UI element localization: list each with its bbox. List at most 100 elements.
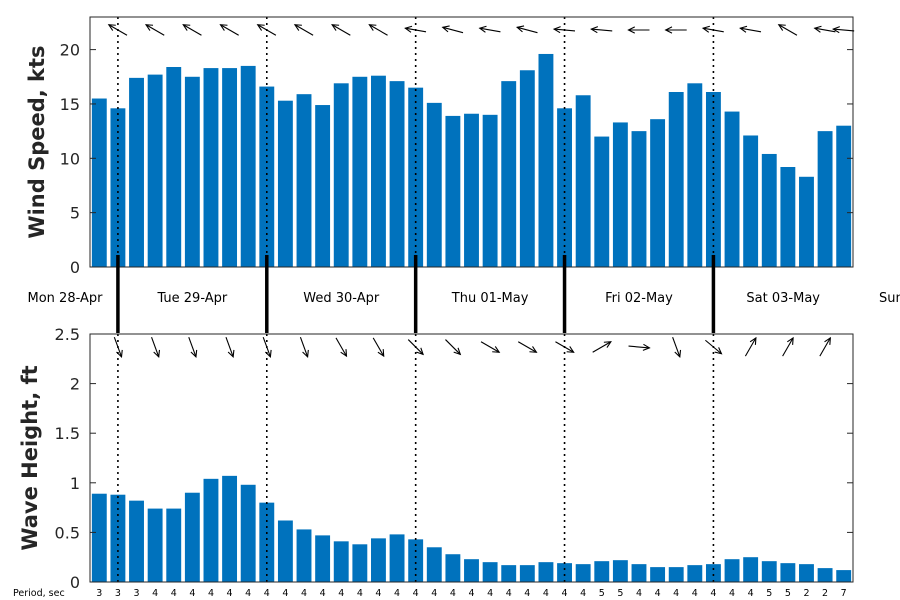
period-value: 4 — [227, 588, 233, 599]
wave-bar — [817, 568, 833, 582]
direction-arrow — [441, 25, 464, 34]
wind-bar — [594, 136, 610, 267]
y-tick-label: 2 — [70, 375, 80, 394]
period-value: 3 — [96, 588, 102, 599]
direction-arrow — [407, 339, 424, 356]
period-value: 4 — [748, 588, 754, 599]
wind-bar — [333, 83, 349, 267]
y-tick-label: 1.5 — [55, 424, 80, 443]
day-label-strip: Mon 28-Apr Tue 29-Apr Wed 30-Apr Thu 01-May… — [28, 255, 900, 333]
wave-bar — [612, 560, 628, 582]
wave-bar — [333, 541, 349, 582]
direction-arrow — [219, 24, 239, 36]
period-value: 4 — [264, 588, 270, 599]
wave-bar — [538, 562, 554, 582]
direction-arrow — [299, 336, 309, 359]
period-value: 4 — [431, 588, 437, 599]
wind-bar — [259, 86, 275, 267]
period-value: 7 — [841, 588, 847, 599]
wind-bar — [352, 76, 368, 267]
wind-bar — [296, 94, 312, 267]
wind-bar — [575, 95, 591, 268]
direction-arrow — [739, 25, 762, 33]
period-value: 4 — [673, 588, 679, 599]
wind-bar — [761, 153, 777, 267]
wave-bar — [761, 561, 777, 582]
direction-arrow — [672, 336, 682, 359]
direction-arrow — [627, 26, 650, 34]
period-value: 4 — [189, 588, 195, 599]
wind-bar — [538, 53, 554, 268]
period-value: 3 — [134, 588, 140, 599]
wave-bar — [668, 567, 684, 582]
wind-bar — [129, 77, 144, 267]
wave-bar — [240, 484, 256, 582]
period-value: 4 — [524, 588, 530, 599]
wave-bar — [315, 535, 331, 582]
direction-arrow — [664, 26, 687, 34]
period-value: 4 — [450, 588, 456, 599]
direction-arrow — [113, 336, 123, 359]
y-tick-label: 0.5 — [55, 523, 80, 542]
wave-height-panel: 0 0.5 1 1.5 2 2.5 3 3 3 4 4 4 4 4 4 4 4 4 4 4 4 4 4 4 4 4 4 4 4 4 4 4 4 5… — [55, 325, 854, 599]
wave-bar — [594, 561, 610, 582]
period-value: 4 — [208, 588, 214, 599]
wind-bar — [724, 111, 740, 267]
direction-arrow — [225, 336, 235, 359]
direction-arrow — [819, 336, 831, 357]
period-value: 4 — [636, 588, 642, 599]
wave-bar — [389, 534, 405, 582]
wind-bar — [184, 76, 200, 267]
wind-bar — [668, 92, 684, 267]
wind-bar — [631, 131, 647, 267]
wind-bar — [110, 108, 126, 267]
direction-arrow — [782, 336, 794, 357]
period-value: 5 — [617, 588, 623, 599]
y-tick-label: 10 — [60, 149, 80, 168]
wave-bar — [203, 478, 219, 582]
wind-bar — [166, 67, 182, 267]
period-value: 4 — [692, 588, 698, 599]
day-label: Fri 02-May — [605, 291, 673, 306]
period-value: 4 — [506, 588, 512, 599]
wind-bar — [817, 131, 833, 267]
day-label: Thu 01-May — [451, 291, 529, 306]
period-value: 4 — [357, 588, 363, 599]
direction-arrow — [404, 25, 427, 33]
wave-bar — [631, 564, 647, 582]
wind-bar — [743, 135, 759, 267]
wind-bar — [482, 114, 498, 268]
day-label: Mon 28-Apr — [28, 291, 104, 306]
wind-bar — [799, 176, 814, 267]
wave-bar — [184, 492, 200, 582]
direction-arrow — [293, 24, 314, 36]
direction-arrow — [517, 341, 538, 353]
wave-bar — [705, 564, 721, 582]
period-value: 4 — [171, 588, 177, 599]
wave-bar — [277, 520, 293, 582]
direction-arrow — [188, 336, 198, 359]
period-value: 4 — [338, 588, 344, 599]
wave-bar — [129, 500, 144, 582]
wave-bar — [166, 508, 182, 582]
direction-arrow — [372, 337, 385, 358]
direction-arrow — [831, 26, 855, 34]
wind-bar — [464, 113, 479, 267]
direction-arrow — [335, 337, 348, 358]
wave-bar — [836, 570, 852, 582]
direction-arrow — [813, 25, 836, 33]
wind-bar — [650, 119, 666, 267]
wave-bar — [222, 475, 238, 582]
period-value: 2 — [822, 588, 828, 599]
wave-bar — [371, 538, 386, 582]
direction-arrow — [144, 24, 165, 36]
period-value: 3 — [115, 588, 121, 599]
wind-bar — [277, 100, 293, 268]
wind-bar — [371, 75, 386, 268]
wind-bar — [519, 70, 535, 268]
wind-bar — [836, 125, 852, 268]
y-tick-label: 1 — [70, 474, 80, 493]
wave-axes-box — [89, 333, 854, 583]
direction-arrow — [182, 24, 202, 36]
